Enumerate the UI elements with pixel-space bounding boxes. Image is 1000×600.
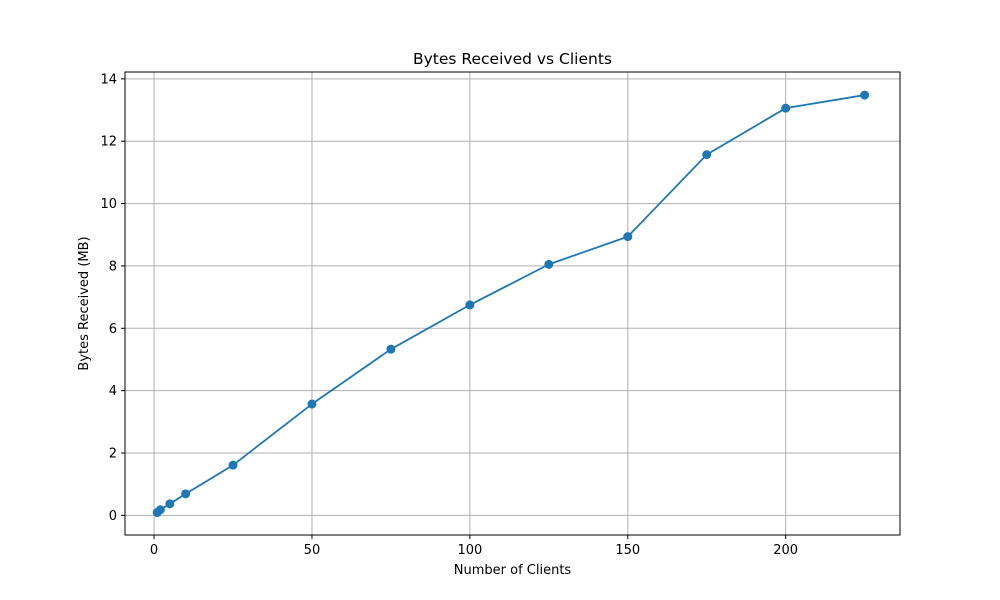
x-tick-label: 50 [304,543,321,558]
data-point [386,344,396,354]
x-axis-label: Number of Clients [454,563,572,578]
data-point [860,90,870,100]
y-axis-label: Bytes Received (MB) [77,236,92,370]
data-point [155,505,165,515]
data-point [623,232,633,242]
y-tick-label: 6 [109,322,117,337]
data-point [465,300,475,310]
x-tick-label: 0 [150,543,158,558]
y-tick-label: 4 [109,384,117,399]
y-tick-label: 10 [100,197,117,212]
grid-lines [125,72,900,535]
plot-area-frame [124,71,901,536]
chart-title: Bytes Received vs Clients [413,50,612,68]
series-layer [152,90,870,518]
data-point [544,259,554,269]
data-point [307,399,317,409]
data-point [165,499,175,509]
x-tick-label: 100 [457,543,482,558]
y-tick-label: 2 [109,447,117,462]
x-tick-label: 150 [615,543,640,558]
data-point [181,489,191,499]
data-point [228,460,238,470]
y-axis-ticks: 0 2 4 6 8 10 12 14 [100,72,125,524]
data-point [781,103,791,113]
y-tick-label: 0 [109,509,117,524]
y-tick-label: 8 [109,259,117,274]
x-tick-label: 200 [773,543,798,558]
y-tick-label: 12 [100,135,117,150]
data-point [702,150,712,160]
x-axis-ticks: 0 50 100 150 200 [150,535,798,558]
y-tick-label: 14 [100,72,117,87]
